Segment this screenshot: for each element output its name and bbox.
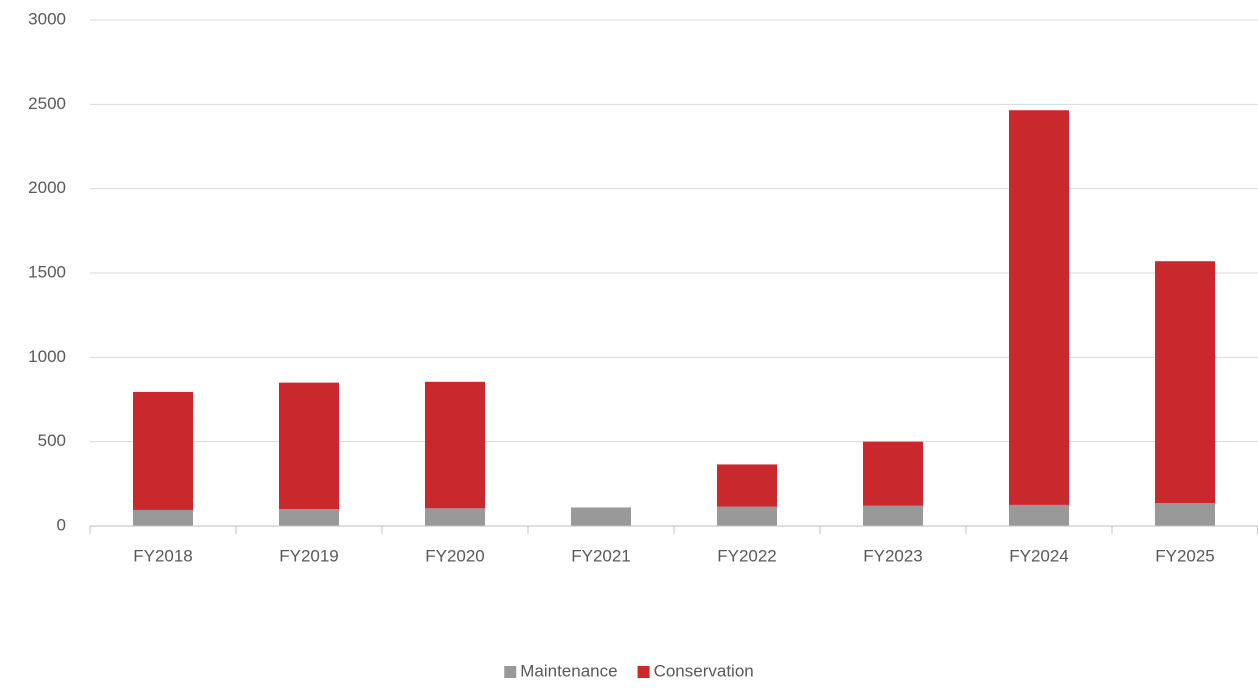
y-tick-label: 0 [57, 515, 66, 534]
y-tick-label: 3000 [28, 9, 66, 28]
bar-segment [425, 508, 485, 526]
x-tick-label: FY2023 [863, 546, 923, 565]
y-tick-label: 2500 [28, 94, 66, 113]
bar-segment [863, 441, 923, 506]
legend-item: Maintenance [504, 661, 618, 680]
x-tick-label: FY2022 [717, 546, 777, 565]
bar-segment [425, 381, 485, 509]
bar-segment [571, 507, 631, 526]
bar-segment [1155, 503, 1215, 526]
y-tick-label: 1500 [28, 262, 66, 281]
bar-segment [1009, 504, 1069, 526]
x-tick-label: FY2018 [133, 546, 193, 565]
x-tick-label: FY2020 [425, 546, 485, 565]
bar-segment [133, 509, 193, 526]
y-tick-label: 2000 [28, 178, 66, 197]
bar-segment [279, 382, 339, 510]
legend-item: Conservation [637, 661, 754, 680]
x-tick-label: FY2021 [571, 546, 631, 565]
bar-segment [717, 506, 777, 526]
x-tick-label: FY2025 [1155, 546, 1215, 565]
legend-swatch [637, 666, 650, 678]
bar-segment [863, 505, 923, 526]
x-tick-label: FY2019 [279, 546, 339, 565]
bar-segment [133, 391, 193, 510]
x-tick-label: FY2024 [1009, 546, 1069, 565]
legend-label: Maintenance [520, 661, 617, 680]
legend-label: Conservation [654, 661, 754, 680]
legend-swatch [504, 666, 517, 678]
bar-segment [279, 509, 339, 526]
y-tick-label: 1000 [28, 347, 66, 366]
bar-segment [1155, 261, 1215, 504]
y-tick-label: 500 [38, 431, 66, 450]
bar-segment [717, 464, 777, 507]
bar-segment [1009, 110, 1069, 505]
